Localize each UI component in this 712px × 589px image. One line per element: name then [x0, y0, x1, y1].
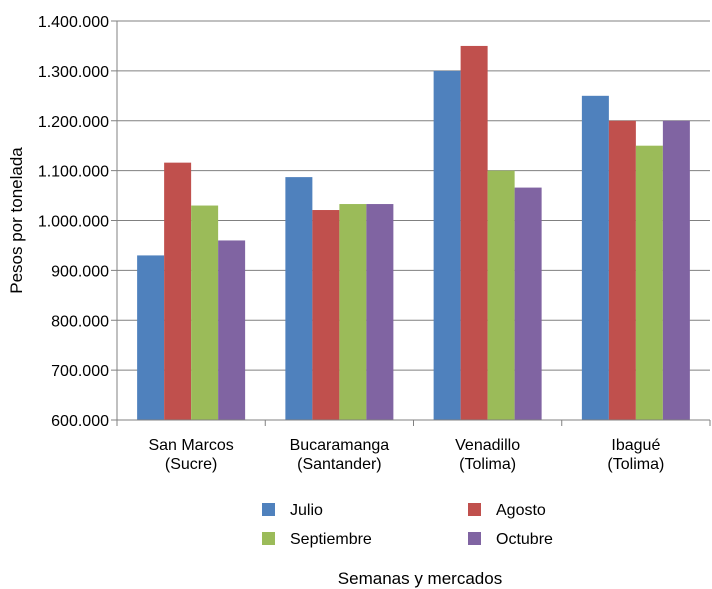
y-tick-label: 800.000: [51, 313, 109, 330]
x-axis-title: Semanas y mercados: [338, 569, 502, 588]
bar-septiembre-2: [487, 170, 515, 420]
bar-octubre-0: [218, 240, 246, 420]
bars: [137, 45, 690, 420]
x-category-labels: San Marcos (Sucre) Bucaramanga (Santander) V…: [148, 437, 664, 473]
x-category-label: Venadillo: [455, 437, 520, 454]
bar-octubre-3: [662, 120, 690, 420]
bar-julio-2: [433, 70, 461, 420]
legend-label-agosto: Agosto: [496, 502, 546, 519]
axes: [116, 21, 711, 426]
bar-octubre-2: [514, 187, 542, 420]
bar-agosto-2: [460, 45, 488, 420]
y-axis-title: Pesos por tonelada: [7, 147, 26, 294]
legend-swatch-julio: [262, 503, 275, 516]
legend-label-octubre: Octubre: [496, 531, 553, 548]
y-tick-label: 1.400.000: [38, 14, 109, 31]
x-category-label: (Tolima): [607, 456, 664, 473]
legend-label-julio: Julio: [290, 502, 323, 519]
y-tick-label: 1.100.000: [38, 164, 109, 181]
bar-agosto-1: [312, 210, 340, 420]
bar-septiembre-1: [339, 204, 367, 420]
x-category-label: Bucaramanga: [290, 437, 390, 454]
bar-septiembre-3: [635, 145, 663, 420]
legend-swatch-agosto: [468, 503, 481, 516]
legend-swatch-octubre: [468, 532, 481, 545]
x-category-label: Ibagué: [611, 437, 660, 454]
bar-julio-3: [581, 95, 609, 420]
bar-agosto-3: [608, 120, 636, 420]
y-tick-label: 1.200.000: [38, 114, 109, 131]
y-tick-label: 1.300.000: [38, 64, 109, 81]
bar-agosto-0: [164, 162, 192, 420]
x-category-label: (Tolima): [459, 456, 516, 473]
bar-septiembre-0: [191, 205, 219, 420]
legend-swatch-septiembre: [262, 532, 275, 545]
x-category-label: San Marcos: [148, 437, 233, 454]
y-tick-labels: 600.000 700.000 800.000 900.000 1.000.000 1.1…: [38, 14, 109, 430]
x-category-label: (Santander): [297, 456, 382, 473]
bar-octubre-1: [366, 204, 394, 420]
y-tick-label: 900.000: [51, 263, 109, 280]
legend-label-septiembre: Septiembre: [290, 531, 372, 548]
y-tick-label: 700.000: [51, 363, 109, 380]
legend: Julio Agosto Septiembre Octubre: [262, 502, 553, 548]
bar-julio-1: [285, 177, 313, 420]
bar-julio-0: [137, 255, 165, 420]
x-category-label: (Sucre): [165, 456, 217, 473]
y-tick-label: 1.000.000: [38, 214, 109, 231]
y-tick-label: 600.000: [51, 413, 109, 430]
